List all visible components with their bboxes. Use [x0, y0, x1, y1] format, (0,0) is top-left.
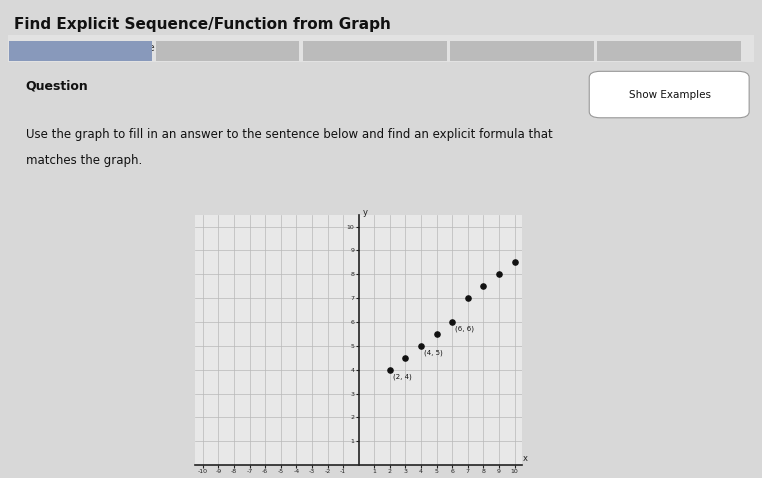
Text: Score: 0/5: Score: 0/5	[19, 43, 78, 54]
Text: Find Explicit Sequence/Function from Graph: Find Explicit Sequence/Function from Gra…	[14, 17, 391, 32]
FancyBboxPatch shape	[597, 41, 741, 61]
FancyBboxPatch shape	[8, 35, 754, 62]
Point	[462, 294, 474, 302]
Text: x: x	[523, 454, 528, 463]
FancyBboxPatch shape	[450, 41, 594, 61]
Text: Question: Question	[25, 79, 88, 92]
Point	[508, 259, 520, 266]
FancyBboxPatch shape	[156, 41, 299, 61]
Point	[446, 318, 458, 326]
Text: y: y	[363, 208, 367, 217]
Point	[493, 271, 505, 278]
Point	[415, 342, 427, 350]
Point	[431, 330, 443, 338]
Text: (4, 5): (4, 5)	[424, 349, 443, 356]
Text: matches the graph.: matches the graph.	[25, 154, 142, 167]
Text: (6, 6): (6, 6)	[456, 326, 474, 332]
FancyBboxPatch shape	[9, 41, 152, 61]
Text: Penalty: none: Penalty: none	[84, 43, 155, 54]
Point	[477, 282, 489, 290]
Text: Use the graph to fill in an answer to the sentence below and find an explicit fo: Use the graph to fill in an answer to th…	[25, 128, 552, 141]
Text: (2, 4): (2, 4)	[393, 373, 411, 380]
Text: Show Examples: Show Examples	[629, 90, 710, 100]
Point	[384, 366, 396, 374]
Point	[399, 354, 411, 362]
FancyBboxPatch shape	[303, 41, 447, 61]
FancyBboxPatch shape	[589, 71, 749, 118]
